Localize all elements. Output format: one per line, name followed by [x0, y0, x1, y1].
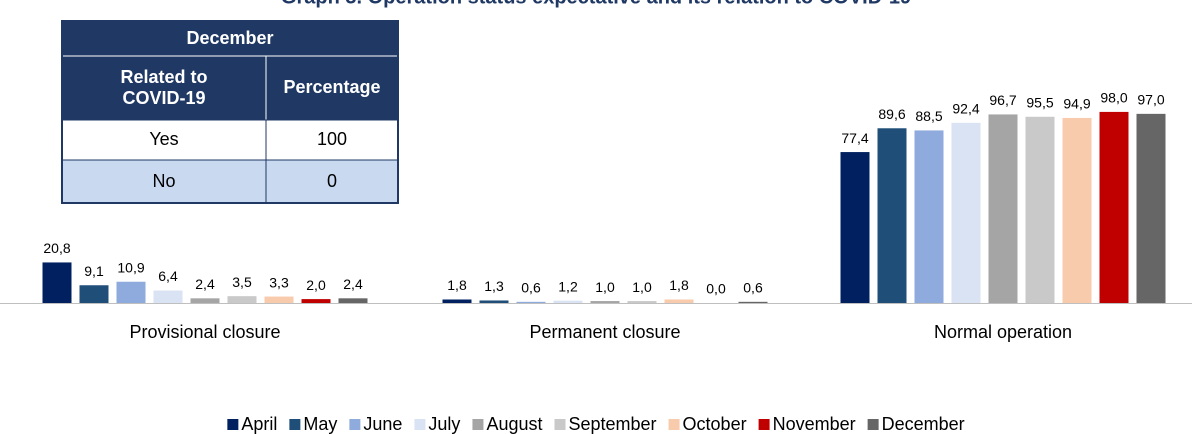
data-label: 97,0	[1137, 92, 1164, 108]
bar	[153, 290, 183, 303]
bar	[116, 281, 146, 303]
bar	[79, 285, 109, 303]
bar	[338, 298, 368, 303]
data-label: 0,6	[521, 280, 541, 296]
data-label: 1,0	[595, 279, 615, 295]
data-label: 95,5	[1026, 94, 1053, 110]
data-label: 3,5	[232, 274, 252, 290]
data-label: 98,0	[1100, 90, 1127, 106]
bar	[914, 130, 944, 303]
data-label: 94,9	[1063, 96, 1090, 112]
bar	[738, 301, 768, 303]
data-label: 9,1	[84, 263, 104, 279]
bar	[988, 114, 1018, 303]
legend-label: July	[428, 414, 460, 434]
data-label: 3,3	[269, 274, 289, 290]
bar	[264, 296, 294, 303]
table-cell-text: 0	[327, 171, 337, 191]
table-col-wrap: Related to COVID-19	[66, 58, 262, 118]
covid-table: December Related to COVID-19 Percentage …	[61, 20, 399, 204]
data-label: 96,7	[989, 92, 1016, 108]
table-cell-text: Yes	[149, 129, 178, 149]
legend-label: September	[568, 414, 656, 434]
bar	[840, 152, 870, 303]
bar	[190, 298, 220, 303]
bar	[442, 299, 472, 303]
legend-marker	[758, 419, 770, 430]
table-column-text: Related to COVID-19	[120, 67, 208, 108]
data-label: 2,4	[343, 276, 363, 292]
bar	[553, 300, 583, 303]
data-label: 1,8	[669, 277, 689, 293]
bar	[42, 262, 72, 303]
data-label: 89,6	[878, 106, 905, 122]
legend-marker	[227, 419, 239, 430]
table-cell	[61, 159, 267, 204]
bar	[1025, 116, 1055, 304]
legend-marker	[554, 419, 566, 430]
data-label: 6,4	[158, 268, 178, 284]
legend-label: December	[882, 414, 965, 434]
legend-label: April	[241, 414, 277, 434]
data-label: 2,0	[306, 277, 326, 293]
legend-label: November	[773, 414, 856, 434]
legend-label: October	[683, 414, 747, 434]
bar	[516, 301, 546, 303]
legend-marker	[289, 419, 301, 430]
data-label: 20,8	[43, 240, 70, 256]
table-header: December	[186, 28, 273, 48]
chart-title: Graph 3. Operation status expectative an…	[281, 0, 911, 8]
table-column-header: Percentage	[283, 77, 380, 97]
x-tick-label: Normal operation	[934, 322, 1072, 342]
data-label: 10,9	[117, 259, 144, 275]
table-cell-text: 100	[317, 129, 347, 149]
x-tick-label: Provisional closure	[129, 322, 280, 342]
bar	[951, 122, 981, 303]
table-border	[61, 20, 399, 204]
legend-marker	[668, 419, 680, 430]
bar	[301, 299, 331, 303]
legend-label: June	[363, 414, 402, 434]
bar	[227, 296, 257, 303]
data-label: 88,5	[915, 108, 942, 124]
legend-marker	[349, 419, 361, 430]
data-label: 1,8	[447, 277, 467, 293]
bar	[1062, 117, 1092, 303]
x-tick-label: Permanent closure	[529, 322, 680, 342]
bar	[1136, 113, 1166, 303]
bar	[627, 301, 657, 303]
bar	[590, 301, 620, 303]
legend-label: August	[486, 414, 542, 434]
table-cell-text: No	[152, 171, 175, 191]
data-label: 0,0	[706, 281, 726, 297]
legend-marker	[867, 419, 879, 430]
data-label: 92,4	[952, 101, 979, 117]
bar	[1099, 111, 1129, 304]
bar	[877, 128, 907, 303]
legend-marker	[414, 419, 426, 430]
table-col-head	[61, 55, 267, 121]
data-label: 1,2	[558, 278, 578, 294]
data-label: 1,0	[632, 279, 652, 295]
legend-marker	[472, 419, 484, 430]
data-label: 0,6	[743, 280, 763, 296]
table-column-header: Related to COVID-19	[66, 58, 262, 118]
bar	[479, 300, 509, 303]
data-label: 77,4	[841, 130, 868, 146]
legend-label: May	[303, 414, 337, 434]
data-label: 1,3	[484, 278, 504, 294]
data-label: 2,4	[195, 276, 215, 292]
bar	[664, 299, 694, 303]
